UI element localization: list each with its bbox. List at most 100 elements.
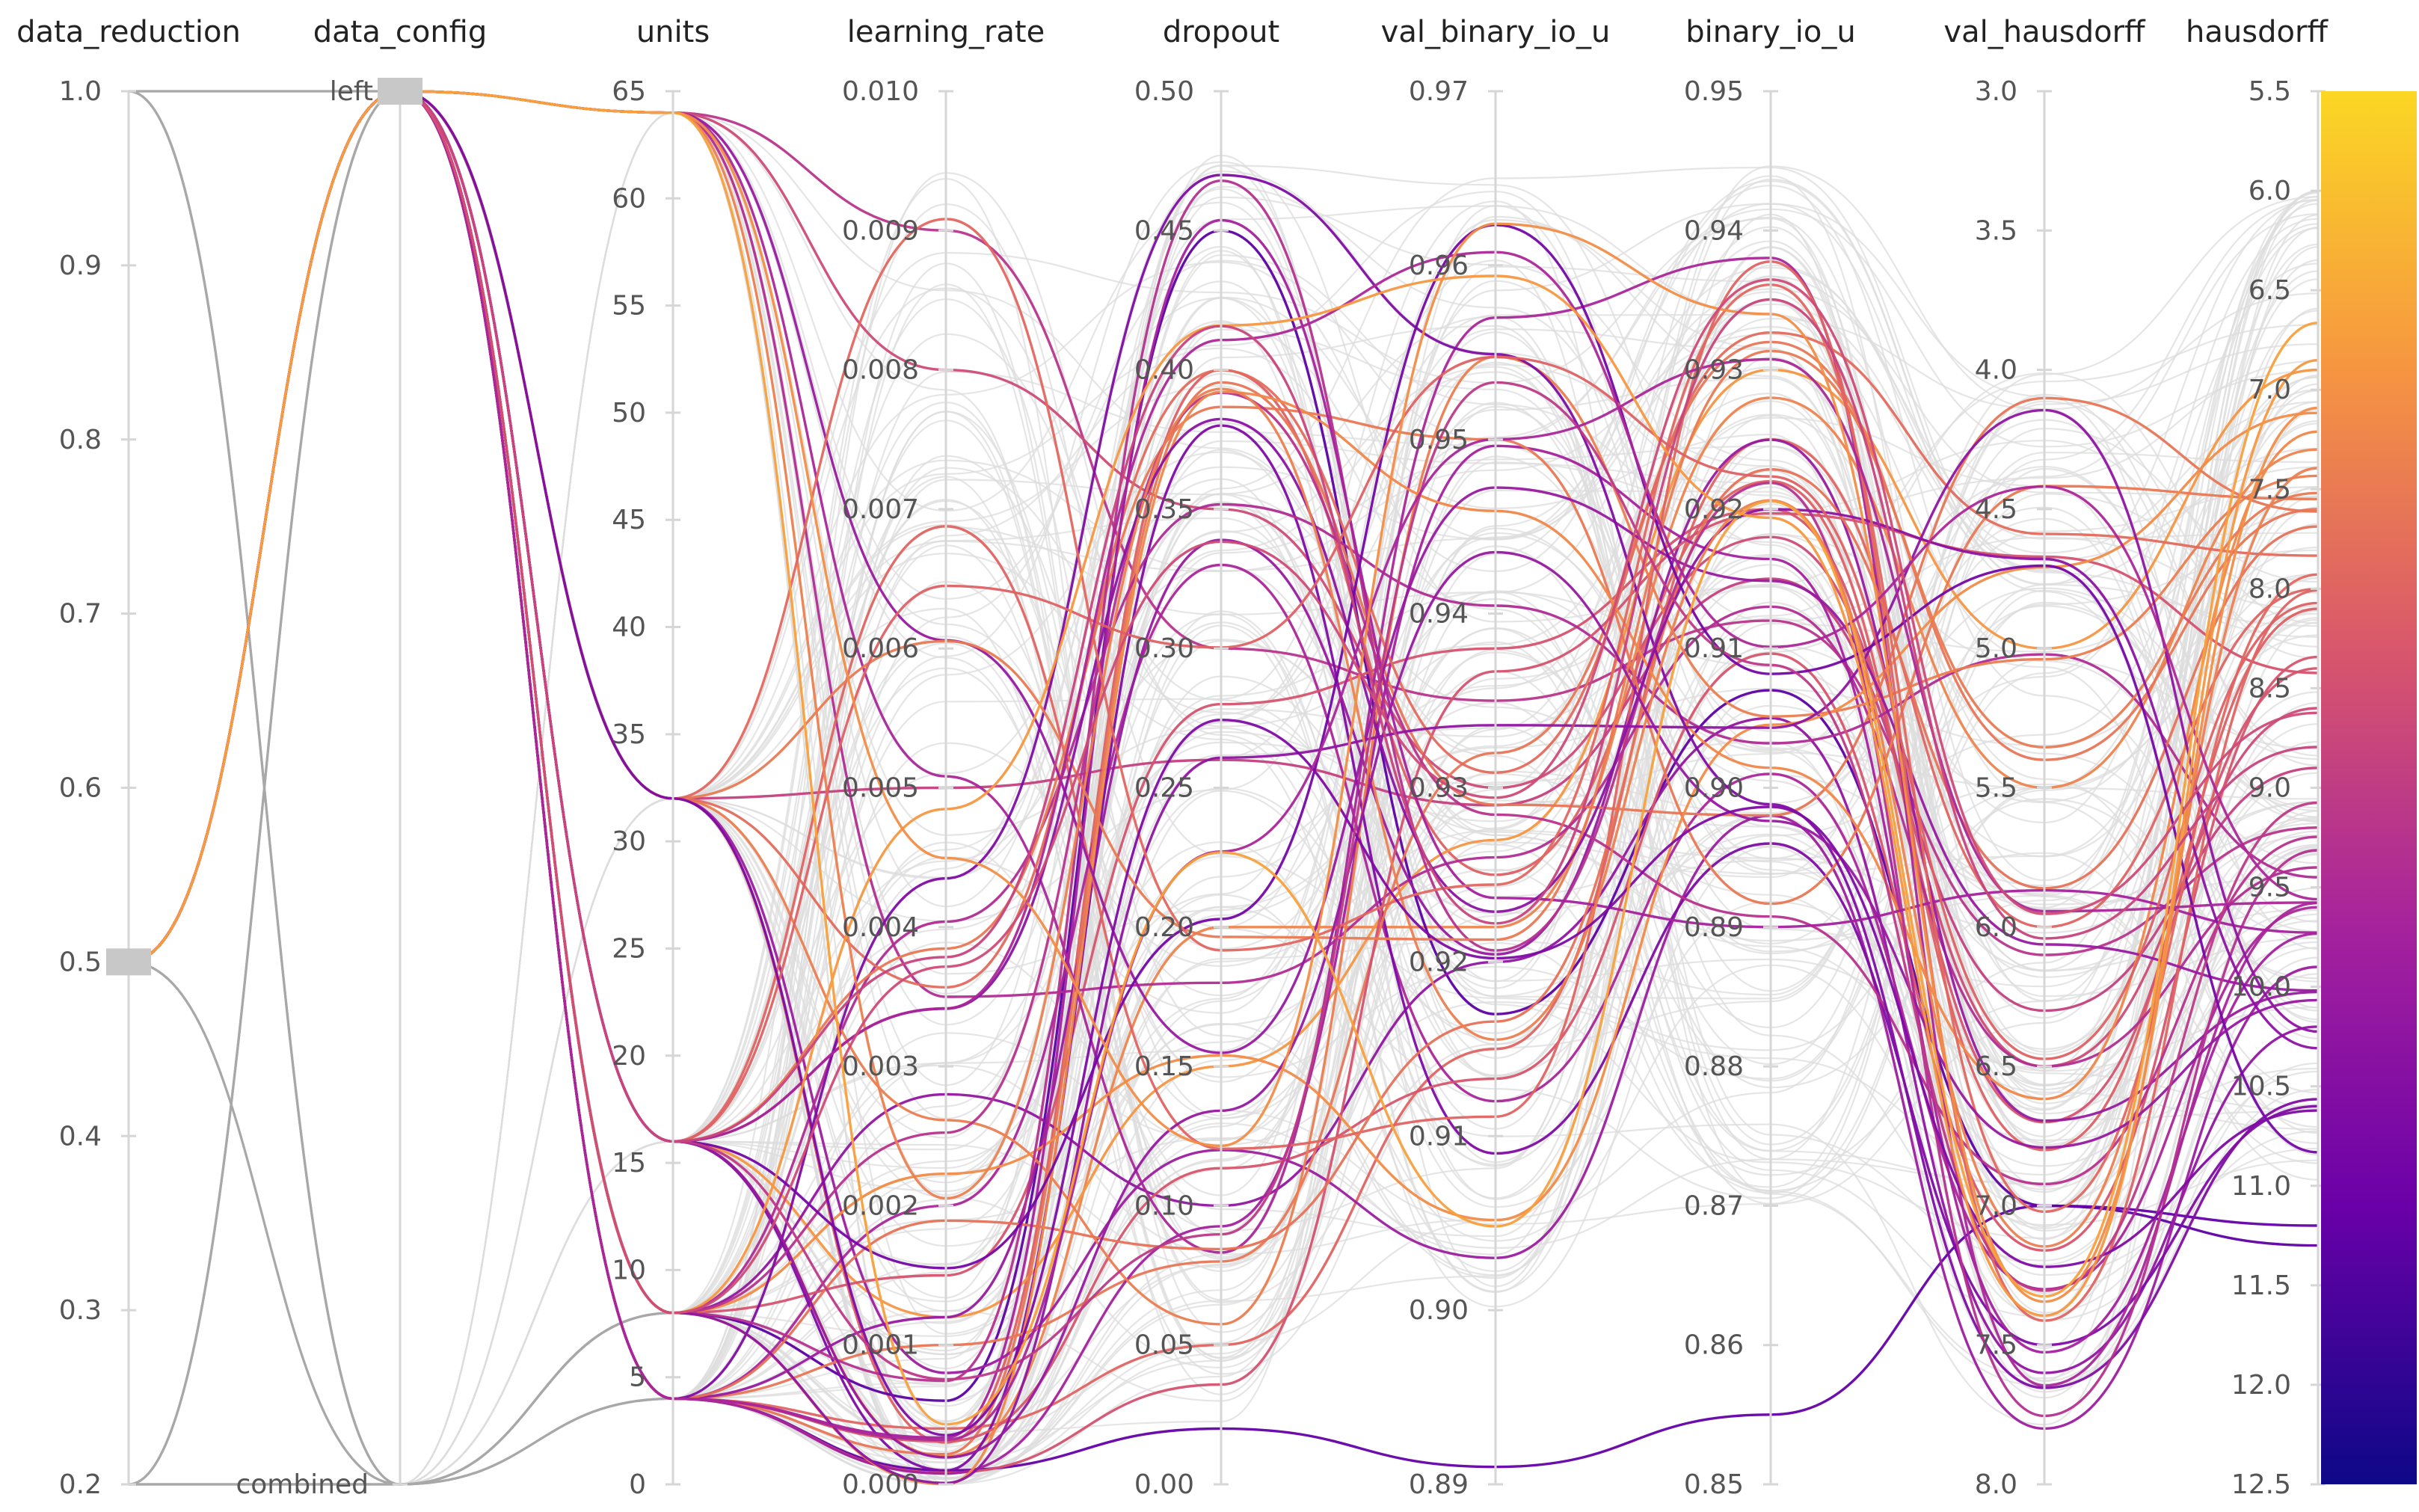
axis-title-units[interactable]: units	[636, 15, 710, 49]
tick-label: 0.005	[842, 773, 919, 804]
tick-label: 4.0	[1975, 355, 2017, 386]
axis-title-dropout[interactable]: dropout	[1163, 15, 1279, 49]
tick-label: 0.3	[59, 1295, 102, 1326]
axis-brush-data_reduction[interactable]	[106, 948, 151, 976]
highlighted-run-line[interactable]	[128, 90, 2319, 1315]
axis-title-learning_rate[interactable]: learning_rate	[847, 15, 1045, 49]
background-run-line	[128, 90, 2319, 1314]
tick-label: 0.87	[1684, 1190, 1744, 1221]
axis-title-data_config[interactable]: data_config	[313, 15, 488, 49]
tick-label: 65	[612, 76, 646, 107]
tick-label: 11.5	[2231, 1270, 2291, 1301]
axis-title-data_reduction[interactable]: data_reduction	[16, 15, 241, 49]
tick-label: 0.91	[1684, 633, 1744, 664]
highlighted-run-line[interactable]	[128, 90, 2319, 1315]
axis-title-binary_io_u[interactable]: binary_io_u	[1685, 15, 1855, 49]
tick-label: 9.0	[2249, 773, 2291, 804]
tick-label: 12.5	[2231, 1469, 2291, 1500]
tick-label: 1.0	[59, 76, 102, 107]
tick-label: 0.006	[842, 633, 919, 664]
tick-label: 7.5	[1975, 1330, 2017, 1361]
tick-label: 5	[629, 1362, 646, 1393]
tick-label: combined	[236, 1469, 369, 1500]
tick-label: 0.007	[842, 494, 919, 525]
tick-label: 25	[612, 933, 646, 964]
tick-label: 0.95	[1684, 76, 1744, 107]
tick-label: 0.86	[1684, 1330, 1744, 1361]
tick-label: 0.8	[59, 425, 102, 455]
tick-label: 0.91	[1409, 1121, 1469, 1152]
tick-label: 0.90	[1684, 773, 1744, 804]
colorbar	[2321, 91, 2417, 1484]
tick-label: 10	[612, 1255, 646, 1285]
tick-label: 20	[612, 1041, 646, 1072]
axis-title-val_binary_io_u[interactable]: val_binary_io_u	[1381, 15, 1611, 49]
highlighted-run-line[interactable]	[128, 90, 2319, 1436]
tick-label: 0.010	[842, 76, 919, 107]
tick-label: 35	[612, 719, 646, 750]
tick-label: 0.5	[59, 947, 102, 977]
tick-label: 0.94	[1409, 599, 1469, 630]
tick-label: 0.2	[59, 1469, 102, 1500]
tick-label: 40	[612, 612, 646, 643]
tick-label: 0.008	[842, 355, 919, 386]
colorbar-gradient	[2321, 91, 2417, 1484]
background-run-line	[128, 90, 2319, 1314]
background-run-line	[129, 90, 2319, 1273]
background-run-line	[128, 90, 2319, 1314]
highlighted-run-line[interactable]	[128, 90, 2319, 1315]
background-run-line	[128, 90, 2319, 1314]
tick-label: 55	[612, 291, 646, 322]
tick-label: 11.0	[2231, 1171, 2291, 1202]
axis-title-val_hausdorff[interactable]: val_hausdorff	[1943, 15, 2146, 49]
tick-label: 0.97	[1409, 76, 1469, 107]
highlighted-run-line[interactable]	[128, 90, 2319, 1315]
tick-label: 0.45	[1134, 215, 1194, 246]
highlighted-run-line[interactable]	[128, 90, 2319, 1143]
tick-label: 0.85	[1684, 1469, 1744, 1500]
tick-label: 0.92	[1409, 947, 1469, 977]
background-run-line	[128, 90, 2319, 1314]
tick-label: 0.89	[1684, 912, 1744, 943]
tick-label: 0.95	[1409, 425, 1469, 455]
tick-label: 0.93	[1684, 355, 1744, 386]
tick-label: 15	[612, 1148, 646, 1178]
axis-brush-data_config[interactable]	[378, 78, 422, 105]
tick-label: 0	[629, 1469, 646, 1500]
tick-label: 12.0	[2231, 1370, 2291, 1401]
tick-label: 0.004	[842, 912, 919, 943]
background-run-line	[129, 440, 2319, 1486]
tick-label: 4.5	[1975, 494, 2017, 525]
highlighted-run-line[interactable]	[128, 90, 2319, 1322]
tick-label: 0.20	[1134, 912, 1194, 943]
highlighted-run-line[interactable]	[128, 90, 2319, 1426]
tick-label: 0.93	[1409, 773, 1469, 804]
tick-label: 0.89	[1409, 1469, 1469, 1500]
tick-label: 0.92	[1684, 494, 1744, 525]
tick-label: 5.5	[2249, 76, 2291, 107]
tick-label: 0.40	[1134, 355, 1194, 386]
tick-label: 0.35	[1134, 494, 1194, 525]
tick-label: 7.0	[2249, 375, 2291, 405]
axes: data_reduction 1.0 0.9 0.8 0.7 0.6 0.5 0.4 0.3 0.…	[16, 15, 2329, 1500]
background-run-line	[128, 90, 2319, 1314]
highlighted-run-line[interactable]	[128, 90, 2319, 1315]
tick-label: 0.05	[1134, 1330, 1194, 1361]
tick-label: 0.10	[1134, 1190, 1194, 1221]
axis-title-hausdorff[interactable]: hausdorff	[2186, 15, 2329, 49]
tick-label: 0.94	[1684, 215, 1744, 246]
tick-label: 0.96	[1409, 251, 1469, 281]
tick-label: 0.000	[842, 1469, 919, 1500]
tick-label: 6.5	[2249, 275, 2291, 306]
tick-label: 45	[612, 505, 646, 535]
tick-label: 0.90	[1409, 1295, 1469, 1326]
tick-label: 8.5	[2249, 673, 2291, 704]
tick-label: 0.001	[842, 1330, 919, 1361]
tick-label: 0.6	[59, 773, 102, 804]
tick-label: 7.0	[1975, 1190, 2017, 1221]
background-run-line	[128, 90, 2319, 1314]
tick-label: 5.0	[1975, 633, 2017, 664]
tick-label: 0.002	[842, 1190, 919, 1221]
tick-label: 0.15	[1134, 1051, 1194, 1082]
